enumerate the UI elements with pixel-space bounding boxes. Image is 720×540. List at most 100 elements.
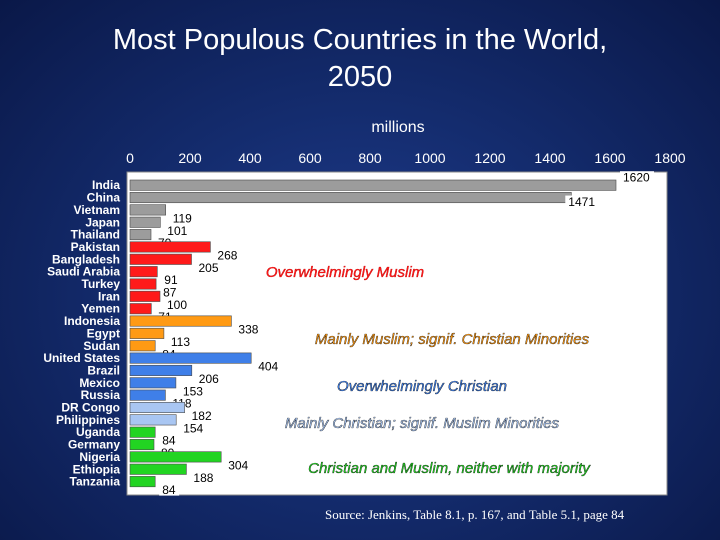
category-label: Vietnam (74, 203, 120, 217)
bar (129, 241, 211, 253)
x-tick-label: 400 (238, 150, 262, 166)
bar (129, 377, 177, 389)
bar (129, 439, 155, 451)
category-label: Japan (85, 215, 120, 229)
value-label-box (159, 483, 180, 496)
bar (129, 204, 167, 216)
bar (129, 451, 222, 463)
category-label: Turkey (82, 277, 121, 291)
bar (129, 476, 156, 488)
value-label: 404 (258, 360, 278, 374)
value-label: 84 (162, 434, 176, 448)
value-label-box (188, 409, 216, 422)
value-label-box (167, 335, 195, 348)
x-tick-label: 600 (298, 150, 322, 166)
category-label: Bangladesh (52, 252, 120, 266)
bar (129, 229, 152, 241)
category-label: Yemen (81, 302, 120, 316)
x-tick-label: 1000 (414, 150, 445, 166)
category-label: Sudan (83, 339, 120, 353)
value-label-box (620, 171, 654, 184)
value-label: 100 (167, 298, 187, 312)
category-label: Tanzania (70, 475, 121, 489)
value-label-box (161, 273, 182, 286)
value-label-box (160, 286, 181, 298)
category-label: DR Congo (61, 401, 120, 415)
value-label: 119 (173, 211, 192, 225)
value-label: 205 (199, 261, 219, 275)
value-label-box (225, 458, 253, 471)
bar (129, 278, 157, 290)
group-annotation-orange: Mainly Muslim; signif. Christian Minorit… (315, 331, 590, 348)
value-label: 153 (183, 384, 203, 398)
value-label: 113 (171, 335, 190, 349)
category-label: Germany (68, 438, 120, 452)
value-label: 101 (167, 224, 187, 238)
category-label: Brazil (87, 363, 120, 377)
x-tick-label: 200 (178, 150, 202, 166)
bar (129, 315, 232, 327)
value-label: 338 (238, 323, 258, 337)
category-label: Thailand (71, 228, 120, 242)
bar (129, 414, 177, 426)
category-label: Saudi Arabia (47, 265, 120, 279)
category-label: Iran (98, 289, 120, 303)
bar (129, 352, 252, 364)
value-label: 188 (193, 471, 213, 485)
group-annotation-green: Christian and Muslim, neither with major… (308, 460, 591, 477)
x-tick-label: 800 (358, 150, 382, 166)
bar (129, 389, 166, 401)
category-label: Ethiopia (73, 462, 121, 476)
x-axis-label: millions (371, 119, 424, 136)
bar (129, 463, 187, 475)
value-label-box (164, 298, 191, 311)
value-label: 87 (163, 286, 177, 300)
title-line-2: 2050 (327, 61, 393, 93)
value-label-box (195, 372, 223, 385)
value-label-box (195, 261, 223, 274)
bar (129, 216, 161, 228)
bar (129, 426, 156, 438)
value-label: 182 (192, 409, 212, 423)
category-label: China (87, 191, 121, 205)
value-label-box (164, 224, 192, 237)
value-label-box (190, 471, 218, 484)
category-label: Philippines (56, 413, 120, 427)
value-label-box (214, 248, 242, 261)
bar (129, 401, 185, 413)
x-tick-label: 1200 (474, 150, 505, 166)
category-label: United States (43, 351, 120, 365)
category-label: India (92, 178, 120, 192)
value-label: 1620 (623, 171, 650, 185)
value-label-box (159, 434, 180, 447)
x-tick-label: 1800 (654, 150, 685, 166)
value-label-box (255, 360, 283, 373)
group-annotation-lightblue: Mainly Christian; signif. Muslim Minorit… (285, 415, 560, 432)
bar (129, 290, 161, 302)
group-annotation-red: Overwhelmingly Muslim (266, 264, 424, 281)
title-line-1: Most Populous Countries in the World, (112, 24, 608, 56)
category-label: Russia (81, 388, 121, 402)
bar (129, 253, 192, 265)
bar (129, 327, 165, 339)
category-label: Pakistan (71, 240, 120, 254)
category-label: Nigeria (79, 450, 120, 464)
x-tick-label: 1600 (594, 150, 625, 166)
bar (129, 179, 617, 191)
value-label-box (180, 421, 208, 434)
x-tick-label: 0 (126, 150, 134, 166)
value-label: 206 (199, 372, 219, 386)
value-label: 91 (164, 273, 178, 287)
bar (129, 364, 193, 376)
plot-area (126, 171, 668, 496)
bar (129, 192, 572, 204)
x-tick-label: 1400 (534, 150, 565, 166)
value-label: 304 (228, 458, 248, 472)
category-label: Indonesia (64, 314, 120, 328)
value-label: 154 (183, 421, 203, 435)
value-label-box (169, 211, 197, 224)
value-label: 1471 (568, 195, 595, 209)
source-note: Source: Jenkins, Table 8.1, p. 167, and … (325, 507, 625, 522)
category-label: Uganda (76, 425, 120, 439)
bar (129, 303, 152, 315)
